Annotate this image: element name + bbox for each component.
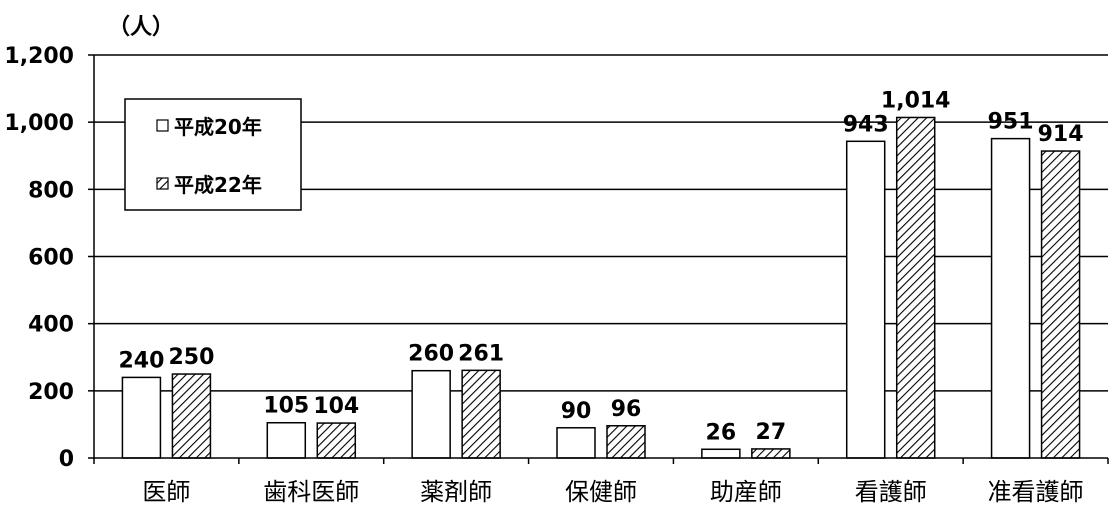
data-label: 250 xyxy=(168,345,214,370)
y-tick-label: 600 xyxy=(28,246,74,271)
y-tick-label: 1,200 xyxy=(4,44,74,69)
y-axis-unit-label: （人） xyxy=(108,15,174,40)
x-category-label: 歯科医師 xyxy=(263,478,359,505)
x-category-label: 助産師 xyxy=(710,478,782,505)
legend-swatch-series-2 xyxy=(156,177,169,190)
bar-series-1 xyxy=(990,137,1031,459)
data-label: 96 xyxy=(611,397,642,422)
bar-series-1 xyxy=(411,369,451,459)
bar-series-1 xyxy=(266,421,307,459)
bar-series-2 xyxy=(895,116,936,459)
y-tick-label: 1,000 xyxy=(4,111,74,136)
bar-series-1 xyxy=(701,448,741,459)
y-tick-label: 400 xyxy=(28,313,74,338)
bars xyxy=(121,116,1081,459)
data-label: 261 xyxy=(458,341,504,366)
x-category-label: 医師 xyxy=(142,478,190,505)
bar-series-2 xyxy=(1040,150,1081,459)
bar-series-2 xyxy=(316,422,357,459)
x-category-label: 薬剤師 xyxy=(420,478,492,505)
data-label: 260 xyxy=(408,342,454,367)
legend-label-series-2: 平成22年 xyxy=(174,173,262,197)
y-tick-label: 800 xyxy=(28,178,74,203)
data-label: 27 xyxy=(756,420,787,445)
y-tick-label: 0 xyxy=(59,447,74,472)
legend-label-series-1: 平成20年 xyxy=(174,115,262,139)
x-category-label: 保健師 xyxy=(565,478,637,505)
bar-series-1 xyxy=(556,427,596,459)
data-label: 1,014 xyxy=(881,88,951,113)
bar-series-2 xyxy=(461,369,501,459)
data-label: 104 xyxy=(313,394,359,419)
data-label: 90 xyxy=(561,399,592,424)
bar-series-2 xyxy=(606,425,646,459)
bar-series-1 xyxy=(845,140,886,459)
data-label: 26 xyxy=(706,420,737,445)
x-category-label: 准看護師 xyxy=(988,478,1084,505)
y-axis-ticks: 0 200 400 600 800 1,000 1,200 xyxy=(4,44,94,472)
x-category-label: 看護師 xyxy=(855,478,927,505)
y-tick-label: 200 xyxy=(28,380,74,405)
legend-swatch-series-1 xyxy=(156,119,169,132)
data-label: 943 xyxy=(843,112,889,137)
data-label: 914 xyxy=(1038,122,1084,147)
bar-series-2 xyxy=(171,373,212,459)
data-label: 105 xyxy=(263,394,309,419)
data-label: 240 xyxy=(118,348,164,373)
legend-box xyxy=(124,98,302,211)
bar-series-1 xyxy=(121,376,162,459)
data-label: 951 xyxy=(988,110,1034,135)
bar-series-2 xyxy=(751,448,791,459)
legend: 平成20年 平成22年 xyxy=(124,98,302,211)
x-axis: 医師 歯科医師 薬剤師 保健師 助産師 看護師 准看護師 xyxy=(93,457,1109,505)
